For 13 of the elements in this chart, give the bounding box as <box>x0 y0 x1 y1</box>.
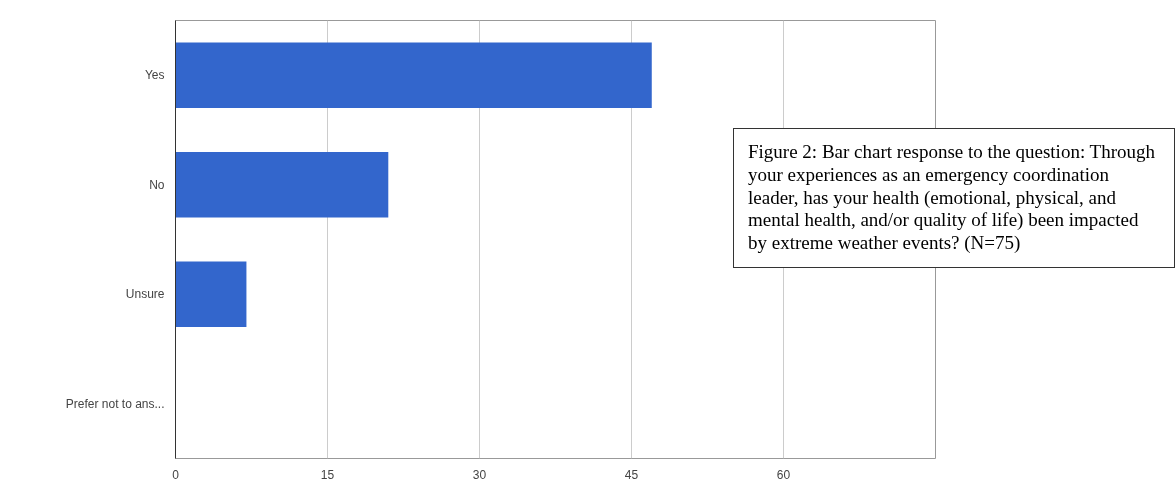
y-tick-label: Prefer not to ans... <box>65 396 165 411</box>
x-tick-label: 60 <box>776 467 791 482</box>
bar <box>175 151 389 218</box>
y-tick-label: Unsure <box>125 287 165 302</box>
caption-box: Figure 2: Bar chart response to the question: Through your experiences as an emergency coordination leader, has your health (emotional, physical, and mental health, and/or quality of life) been impacted by extreme weather events? (N=75) <box>733 128 1175 268</box>
x-tick-label: 0 <box>172 467 180 482</box>
y-tick-label: No <box>149 177 165 192</box>
y-tick-label: Yes <box>144 68 165 83</box>
bar <box>175 261 247 328</box>
x-tick-label: 30 <box>472 467 487 482</box>
bar <box>175 42 652 109</box>
x-tick-label: 45 <box>624 467 639 482</box>
x-tick-label: 15 <box>320 467 335 482</box>
